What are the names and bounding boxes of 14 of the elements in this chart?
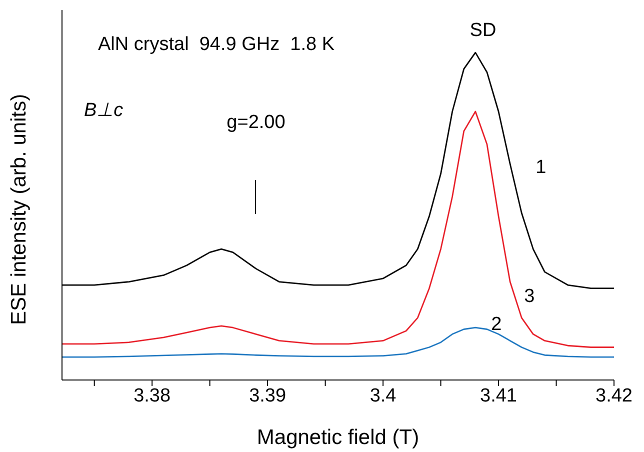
y-axis-title: ESE intensity (arb. units) — [7, 94, 30, 325]
annotation: AlN crystal 94.9 GHz 1.8 K — [98, 34, 335, 56]
x-tick-label: 3.39 — [249, 385, 286, 406]
text: SD — [470, 20, 496, 42]
x-tick-label: 3.41 — [480, 385, 518, 406]
series-label: 2 — [491, 314, 502, 336]
x-tick-label: 3.38 — [134, 385, 171, 406]
x-tick-label: 3.42 — [596, 385, 632, 406]
series-label: 3 — [524, 286, 535, 307]
annotation: g=2.00 — [226, 112, 286, 134]
x-axis-title: Magnetic field (T) — [256, 426, 420, 449]
series-label: 1 — [536, 157, 546, 178]
annotation: B⊥c — [84, 99, 124, 122]
x-tick-label: 3.4 — [370, 385, 397, 406]
